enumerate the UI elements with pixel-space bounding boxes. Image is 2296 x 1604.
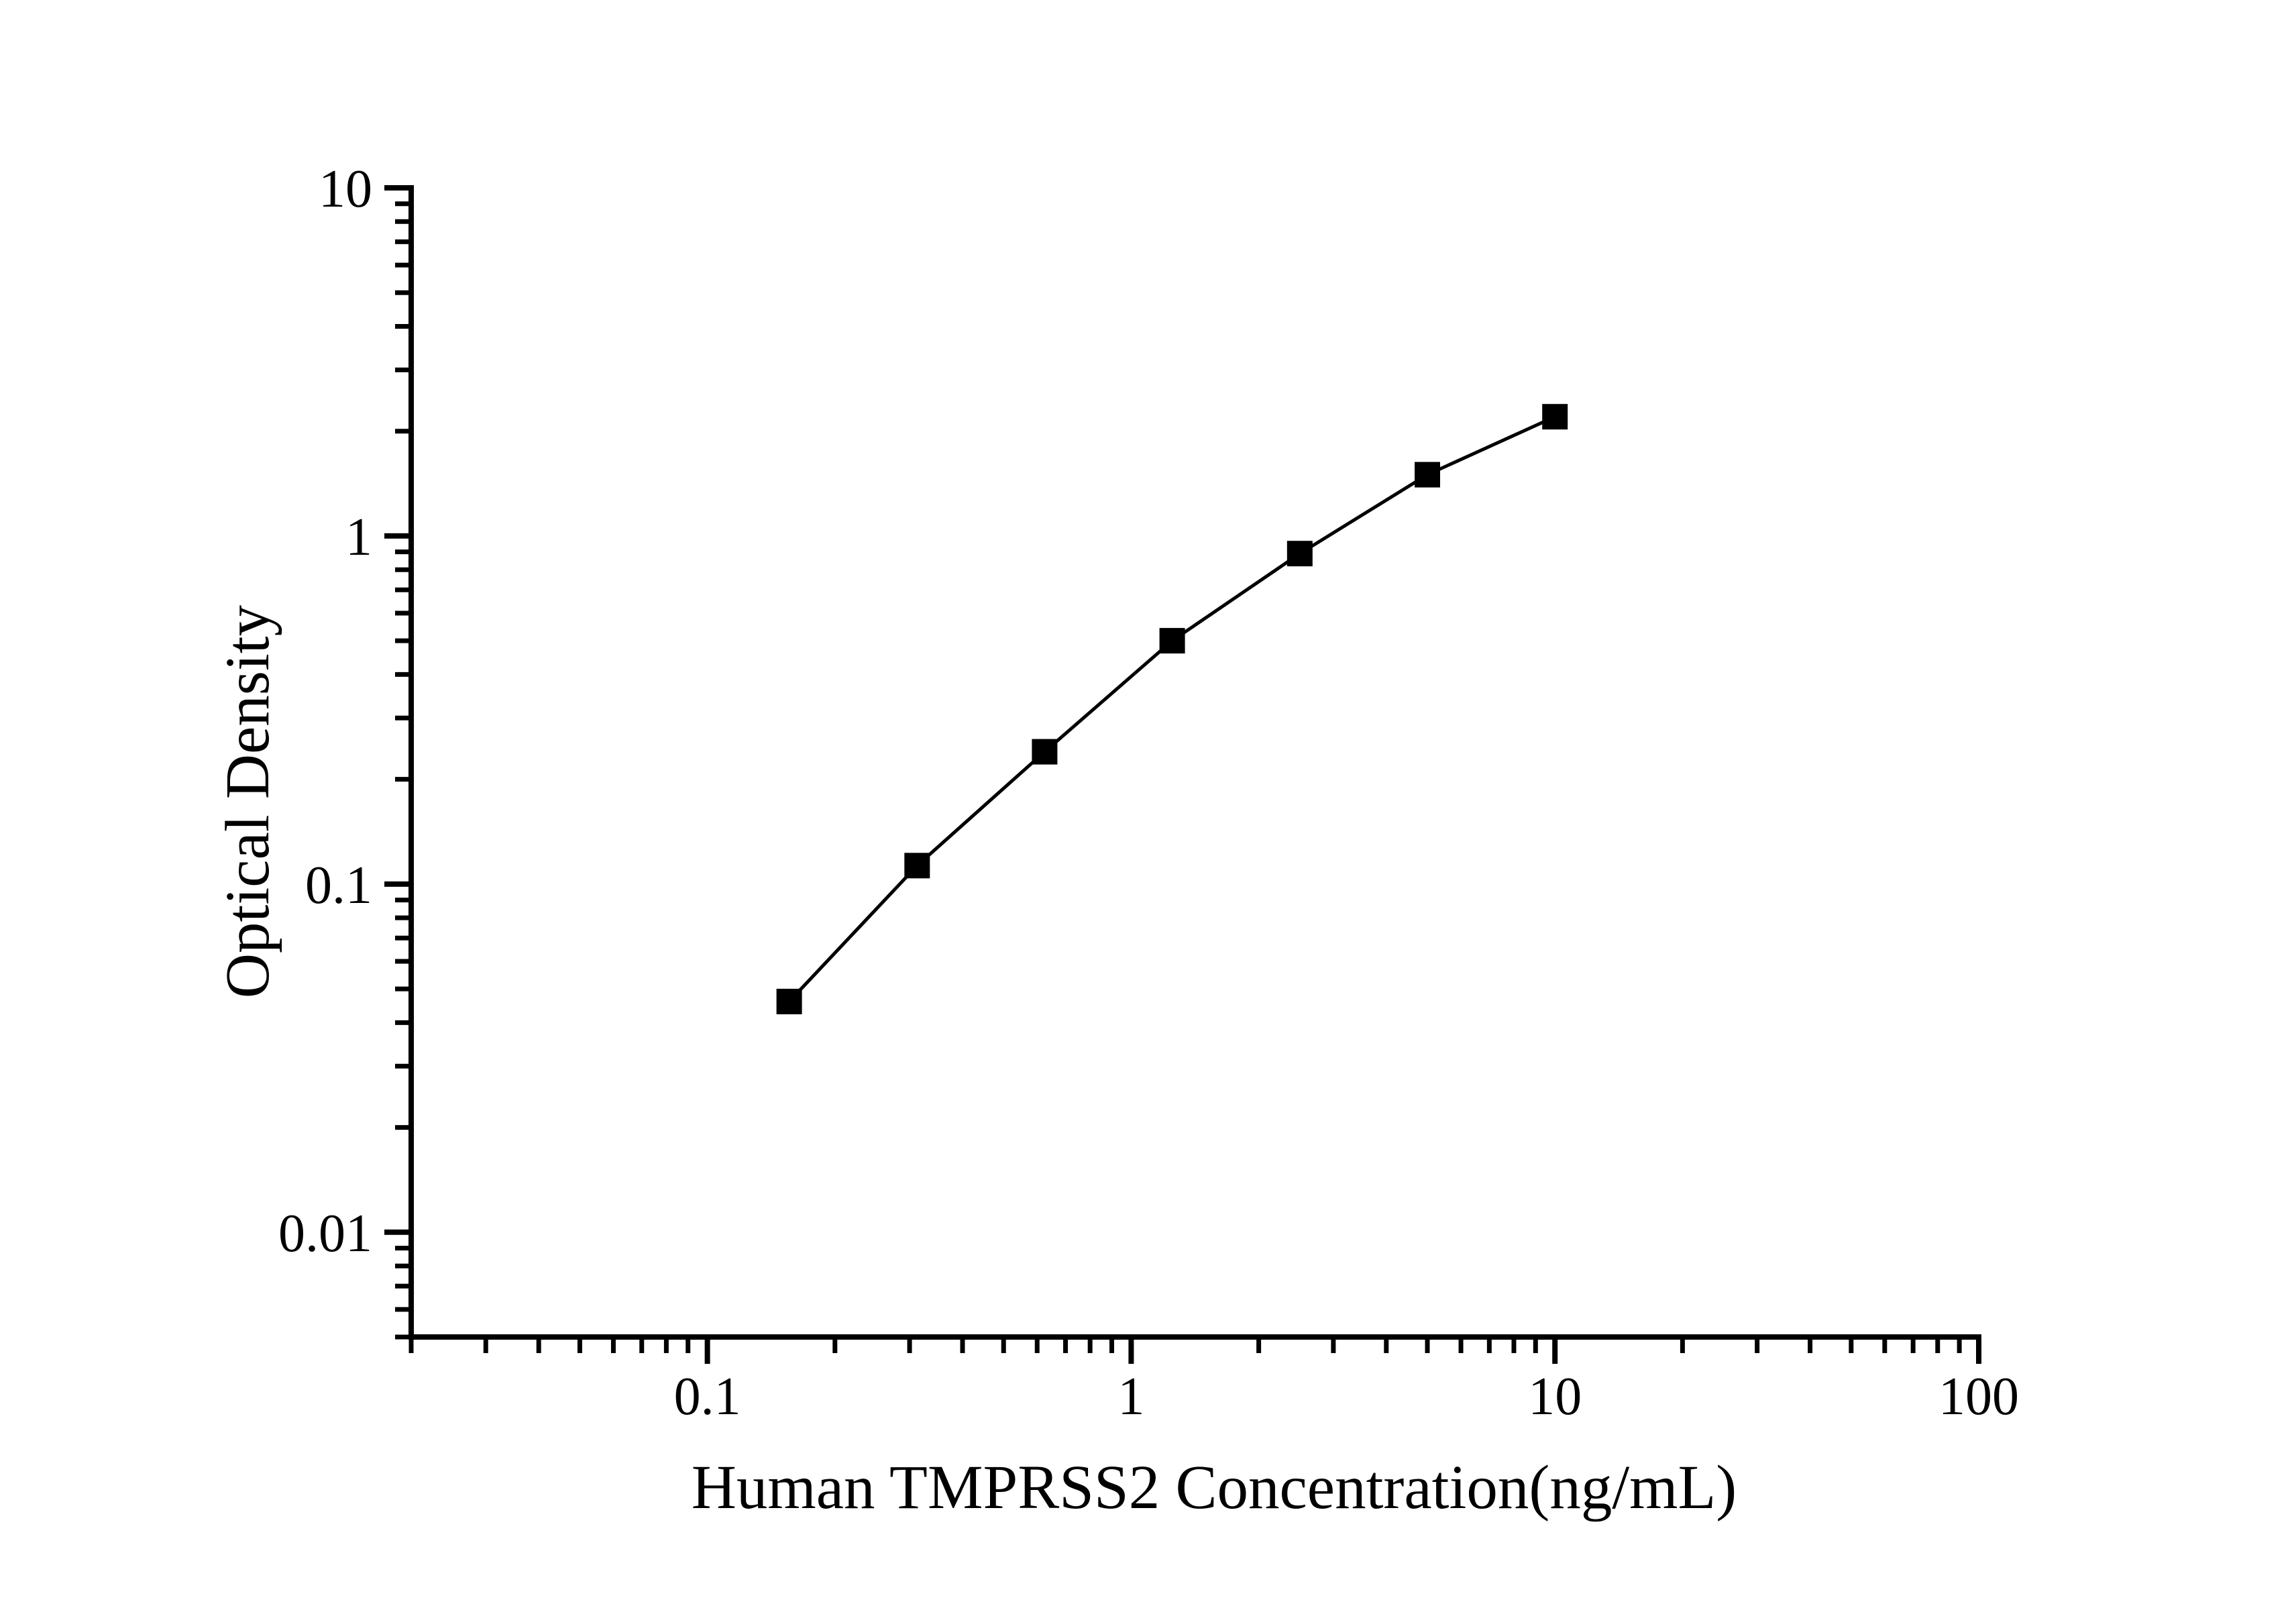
axis-spine: [408, 185, 1981, 1340]
x-axis-title: Human TMPRSS2 Concentration(ng/mL): [692, 1453, 1737, 1522]
y-axis-title: Optical Density: [213, 604, 282, 998]
x-tick-label: 0.1: [674, 1367, 741, 1426]
y-tick-label: 0.1: [305, 856, 372, 915]
data-point-marker: [1415, 462, 1440, 488]
data-point-marker: [1159, 628, 1185, 654]
y-tick-label: 1: [345, 508, 372, 567]
y-tick-label: 0.01: [278, 1204, 372, 1263]
series-line: [787, 415, 1556, 1003]
x-tick-label: 100: [1938, 1367, 2019, 1426]
data-point-marker: [776, 988, 802, 1014]
x-tick-label: 10: [1528, 1367, 1582, 1426]
x-tick-label: 1: [1117, 1367, 1144, 1426]
data-point-marker: [904, 853, 930, 879]
y-tick-label: 10: [319, 160, 372, 219]
data-point-marker: [1542, 404, 1568, 430]
data-point-marker: [1287, 541, 1313, 567]
data-point-marker: [1032, 739, 1058, 765]
